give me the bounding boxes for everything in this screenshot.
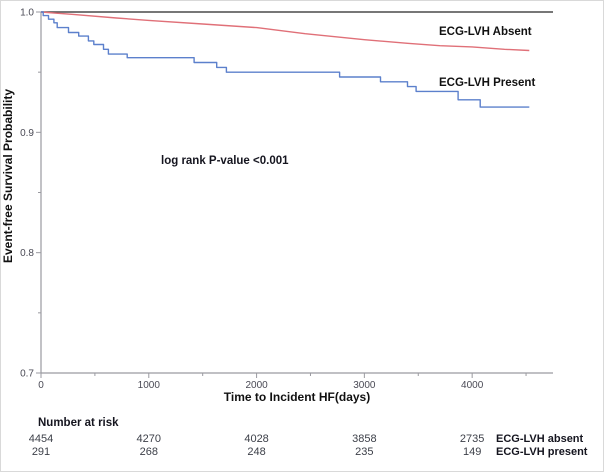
curve-label-ecg-lvh-absent: ECG-LVH Absent bbox=[439, 26, 532, 38]
y-tick-label: 0.9 bbox=[20, 128, 34, 139]
risk-count-absent-t2000: 4028 bbox=[244, 433, 269, 445]
risk-count-present-t2000: 248 bbox=[247, 446, 266, 458]
risk-row-label-absent: ECG-LVH absent bbox=[496, 433, 584, 445]
risk-count-present-t0: 291 bbox=[31, 446, 51, 458]
risk-count-absent-t3000: 3858 bbox=[352, 433, 377, 445]
risk-table-title: Number at risk bbox=[38, 417, 119, 429]
y-axis-title: Event-free Survival Probability bbox=[1, 88, 15, 264]
risk-row-label-present: ECG-LVH present bbox=[496, 446, 588, 458]
risk-count-present-t1000: 268 bbox=[139, 446, 158, 458]
x-tick-label: 4000 bbox=[461, 380, 484, 391]
x-tick-label: 2000 bbox=[245, 380, 268, 391]
risk-count-absent-t0: 4454 bbox=[28, 433, 54, 445]
risk-count-absent-t1000: 4270 bbox=[136, 433, 162, 445]
risk-count-absent-t4000: 2735 bbox=[459, 433, 485, 445]
y-tick-label: 0.8 bbox=[20, 248, 34, 259]
y-tick-label: 0.7 bbox=[20, 369, 34, 380]
y-tick-label: 1.0 bbox=[20, 8, 34, 19]
x-tick-label: 3000 bbox=[353, 380, 376, 391]
curve-label-ecg-lvh-present: ECG-LVH Present bbox=[439, 77, 536, 89]
log-rank-annotation: log rank P-value <0.001 bbox=[161, 155, 289, 167]
x-axis-title: Time to Incident HF(days) bbox=[223, 390, 371, 404]
survival-curve-absent bbox=[40, 11, 530, 52]
risk-count-present-t3000: 235 bbox=[355, 446, 374, 458]
x-tick-label: 1000 bbox=[138, 380, 161, 391]
survival-curve-present bbox=[41, 11, 530, 108]
risk-count-present-t4000: 149 bbox=[462, 446, 482, 458]
x-tick-label: 0 bbox=[38, 380, 44, 391]
